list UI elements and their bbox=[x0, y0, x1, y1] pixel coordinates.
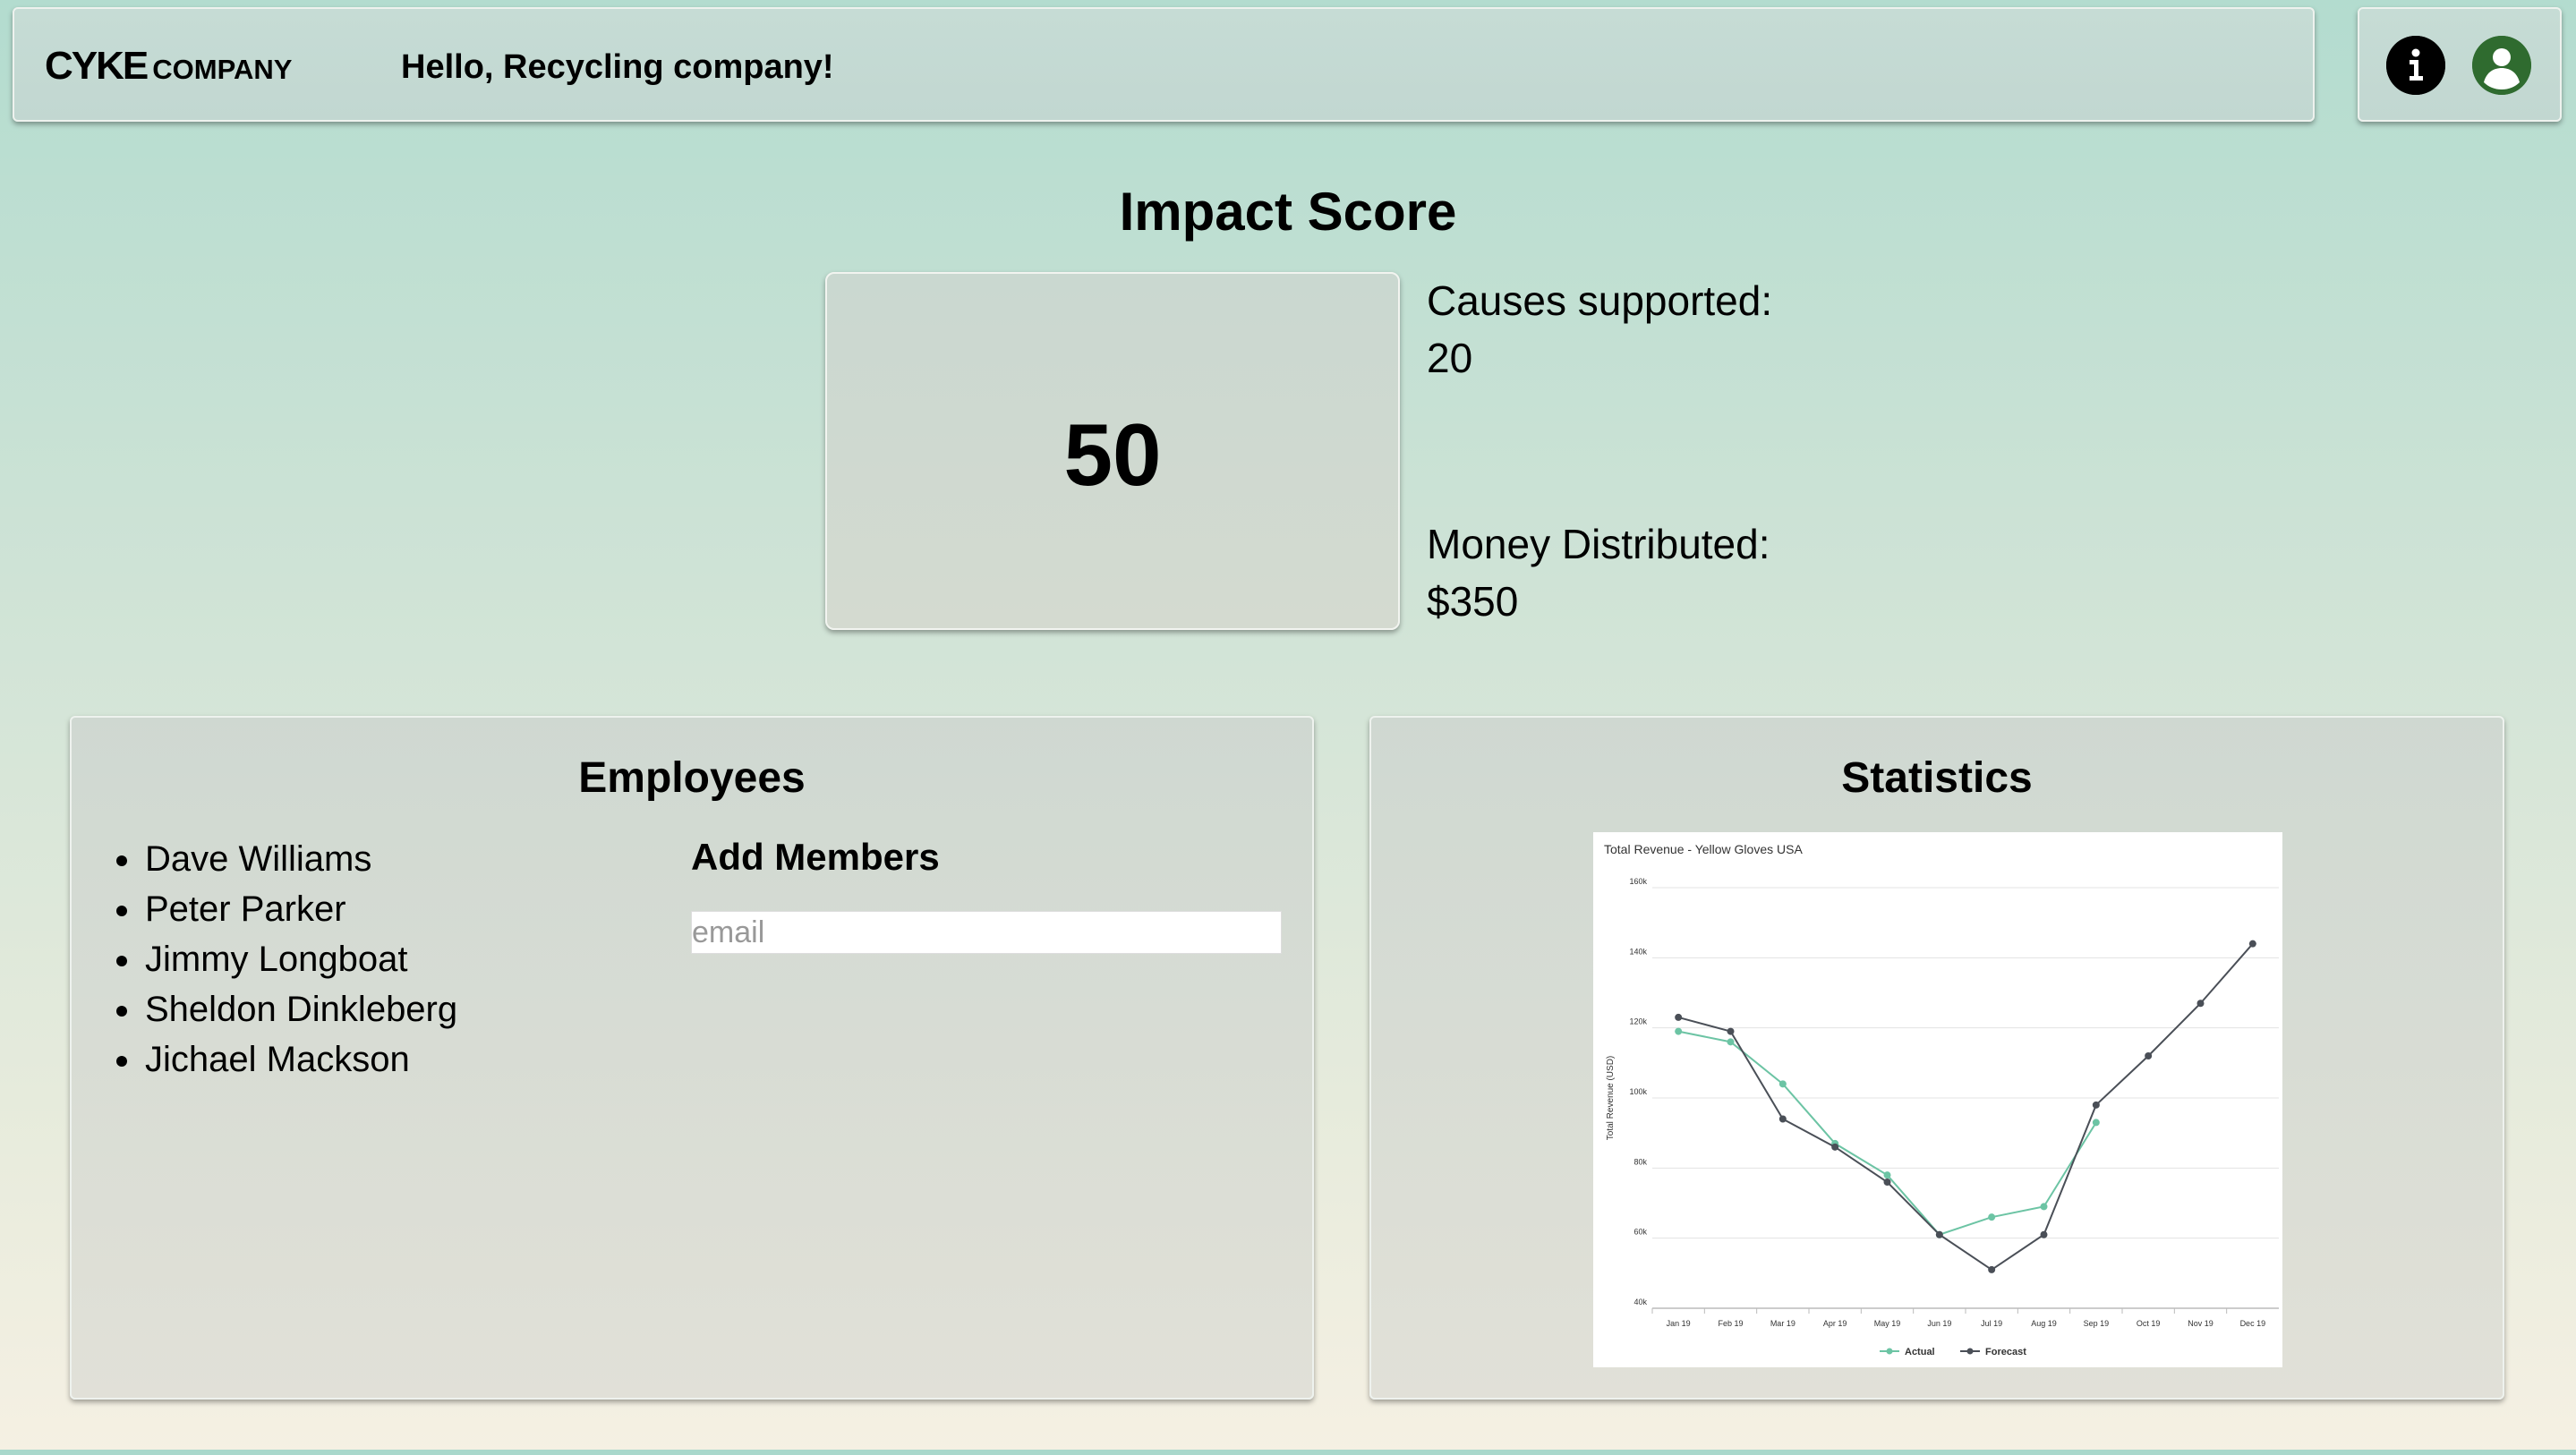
chart-ytick-label: 120k bbox=[1629, 1017, 1647, 1026]
statistics-title: Statistics bbox=[1841, 754, 2033, 802]
chart-point-forecast bbox=[2248, 940, 2256, 948]
chart-point-forecast bbox=[2196, 1000, 2205, 1008]
impact-score-card: 50 bbox=[825, 272, 1400, 630]
chart-xtick-label: Dec 19 bbox=[2240, 1319, 2266, 1328]
chart-point-forecast bbox=[1935, 1230, 1943, 1238]
chart-legend-marker bbox=[1886, 1348, 1893, 1355]
chart-point-forecast bbox=[2092, 1101, 2100, 1109]
employees-panel: Employees Dave Williams Peter Parker Jim… bbox=[70, 716, 1314, 1400]
greeting-text: Hello, Recycling company! bbox=[401, 48, 834, 86]
employee-item: Sheldon Dinkleberg bbox=[115, 984, 457, 1034]
money-distributed-value: $350 bbox=[1427, 578, 1519, 625]
bottom-border bbox=[0, 1450, 2576, 1455]
chart-title: Total Revenue - Yellow Gloves USA bbox=[1604, 842, 1803, 856]
employee-item: Dave Williams bbox=[115, 834, 457, 884]
chart-ytick-label: 160k bbox=[1629, 877, 1647, 886]
causes-supported-label: Causes supported: bbox=[1427, 277, 1773, 324]
chart-series-line-forecast bbox=[1677, 943, 2254, 1272]
revenue-chart: Total Revenue - Yellow Gloves USA 40k 60k 8… bbox=[1604, 842, 2279, 1357]
chart-point-actual bbox=[1778, 1080, 1787, 1088]
chart-xtick-label: Nov 19 bbox=[2188, 1319, 2213, 1328]
chart-legend-marker bbox=[1966, 1348, 1974, 1355]
impact-score-title: Impact Score bbox=[1119, 182, 1457, 242]
user-avatar-icon[interactable] bbox=[2472, 36, 2531, 95]
chart-xtick-label: May 19 bbox=[1874, 1319, 1901, 1328]
chart-point-forecast bbox=[1988, 1265, 1996, 1273]
chart-point-actual bbox=[1988, 1213, 1996, 1221]
impact-score-value: 50 bbox=[1063, 405, 1162, 504]
chart-point-actual bbox=[1675, 1027, 1683, 1035]
employees-title: Employees bbox=[578, 754, 806, 802]
causes-supported-value: 20 bbox=[1427, 335, 1473, 381]
chart-ytick-label: 60k bbox=[1633, 1228, 1647, 1237]
employee-item: Jichael Mackson bbox=[115, 1034, 457, 1085]
chart-point-forecast bbox=[2040, 1230, 2048, 1238]
chart-ytick-label: 140k bbox=[1629, 947, 1647, 956]
email-input[interactable] bbox=[691, 911, 1282, 954]
chart-point-actual bbox=[2040, 1203, 2048, 1211]
employee-list: Dave Williams Peter Parker Jimmy Longboa… bbox=[115, 834, 457, 1085]
top-header: CYKE COMPANY Hello, Recycling company! bbox=[13, 7, 2315, 122]
chart-point-forecast bbox=[1883, 1178, 1891, 1186]
chart-legend-label: Actual bbox=[1905, 1347, 1935, 1357]
info-icon[interactable] bbox=[2386, 36, 2445, 95]
chart-point-forecast bbox=[1831, 1143, 1839, 1151]
chart-ylabel: Total Revenue (USD) bbox=[1606, 1056, 1616, 1140]
chart-xtick-label: Jul 19 bbox=[1981, 1319, 2002, 1328]
add-members-title: Add Members bbox=[691, 836, 940, 878]
logo-main-text: CYKE bbox=[45, 44, 149, 88]
employee-item: Peter Parker bbox=[115, 884, 457, 934]
company-logo[interactable]: CYKE COMPANY bbox=[45, 47, 292, 86]
chart-point-forecast bbox=[2145, 1052, 2153, 1059]
chart-xtick-label: Feb 19 bbox=[1718, 1319, 1743, 1328]
employee-item: Jimmy Longboat bbox=[115, 934, 457, 984]
chart-xtick-label: Apr 19 bbox=[1823, 1319, 1847, 1328]
revenue-chart-card: Total Revenue - Yellow Gloves USA 40k 60k 8… bbox=[1593, 832, 2282, 1367]
chart-xtick-label: Jun 19 bbox=[1927, 1319, 1951, 1328]
chart-ytick-label: 80k bbox=[1633, 1157, 1647, 1166]
chart-xtick-label: Jan 19 bbox=[1667, 1319, 1691, 1328]
logo-sub-text: COMPANY bbox=[152, 54, 293, 85]
chart-point-actual bbox=[2092, 1119, 2100, 1127]
chart-point-forecast bbox=[1675, 1013, 1683, 1021]
chart-legend-label: Forecast bbox=[1985, 1347, 2026, 1357]
chart-point-forecast bbox=[1727, 1027, 1735, 1035]
chart-xtick-label: Sep 19 bbox=[2084, 1319, 2110, 1328]
chart-point-forecast bbox=[1778, 1115, 1787, 1123]
chart-series-line-actual bbox=[1677, 1030, 2097, 1236]
statistics-panel: Statistics Total Revenue - Yellow Gloves… bbox=[1369, 716, 2504, 1400]
chart-point-actual bbox=[1883, 1171, 1891, 1179]
chart-xtick-label: Aug 19 bbox=[2031, 1319, 2057, 1328]
chart-ytick-label: 40k bbox=[1633, 1298, 1647, 1306]
money-distributed-label: Money Distributed: bbox=[1427, 521, 1770, 567]
chart-point-actual bbox=[1727, 1038, 1735, 1046]
chart-ytick-label: 100k bbox=[1629, 1087, 1647, 1096]
chart-xtick-label: Mar 19 bbox=[1770, 1319, 1796, 1328]
chart-xtick-label: Oct 19 bbox=[2137, 1319, 2161, 1328]
